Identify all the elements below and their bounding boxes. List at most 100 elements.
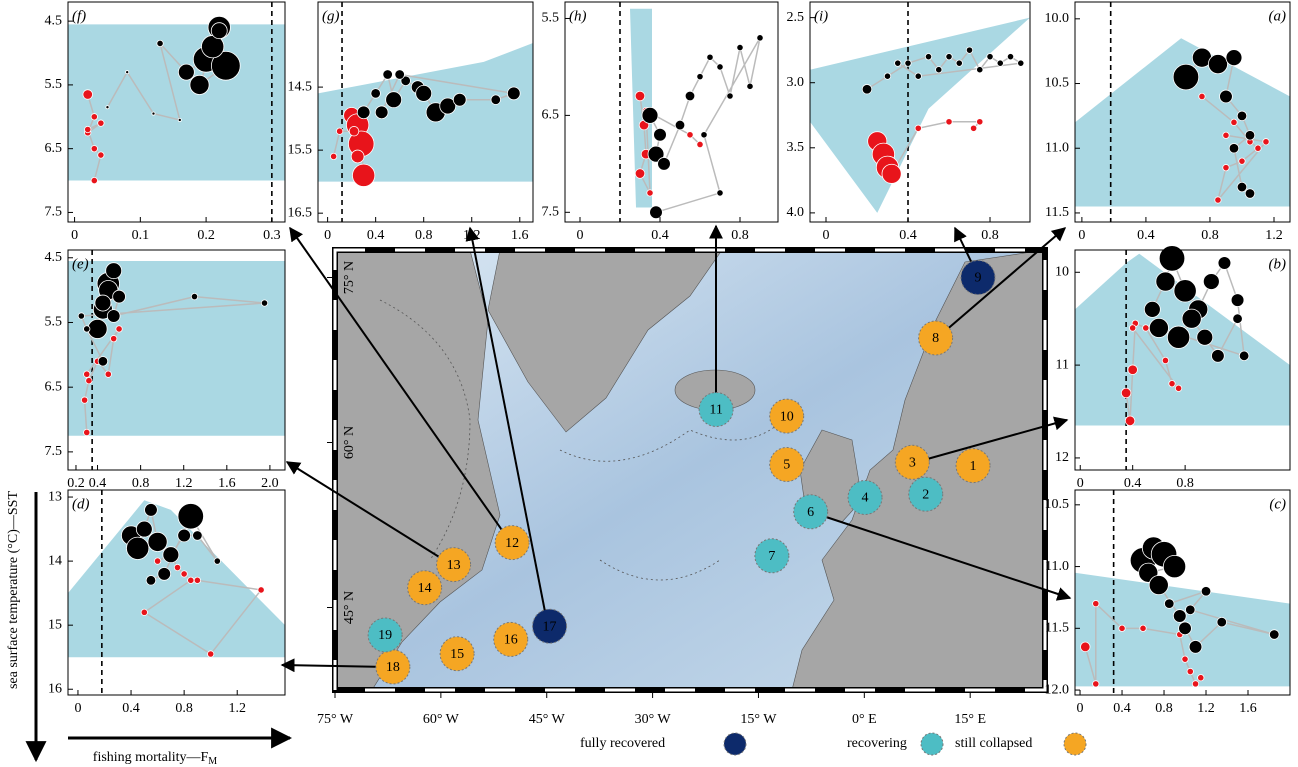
point: [737, 44, 743, 50]
point: [925, 53, 931, 59]
point: [1007, 53, 1013, 59]
y-tick-label: 11.0: [1045, 140, 1069, 155]
point: [383, 70, 393, 80]
stock-number: 18: [386, 660, 400, 675]
point: [1093, 600, 1099, 606]
point: [1164, 599, 1174, 609]
point: [214, 558, 220, 564]
x-tick-label: 0.2: [67, 476, 85, 491]
x-tick-label: 1.2: [1265, 228, 1283, 243]
point: [78, 313, 84, 319]
point: [697, 141, 703, 147]
point: [507, 87, 520, 100]
x-tick-label: 0: [1077, 701, 1084, 716]
x-axis-label-main: fishing mortality—F: [93, 750, 209, 765]
point: [181, 571, 187, 577]
point: [1226, 50, 1242, 66]
point: [105, 371, 111, 377]
point: [84, 371, 90, 377]
point: [207, 651, 213, 657]
stock-number: 3: [909, 456, 916, 471]
x-tick-label: 0.3: [263, 228, 281, 243]
point: [330, 153, 336, 159]
point: [915, 125, 921, 131]
acceptable-region: [68, 500, 285, 657]
y-tick-label: 7.5: [542, 205, 560, 220]
stock-number: 16: [504, 633, 518, 648]
point: [178, 118, 181, 121]
y-tick-label: 2.5: [787, 10, 805, 25]
point: [915, 73, 921, 79]
point: [1223, 164, 1229, 170]
point: [84, 326, 90, 332]
y-tick-label: 10: [1055, 264, 1069, 279]
x-tick-label: 1.6: [1239, 701, 1257, 716]
point: [1231, 294, 1244, 307]
point: [862, 84, 872, 94]
legend-label: fully recovered: [580, 736, 665, 751]
point: [1263, 139, 1269, 145]
point: [987, 53, 993, 59]
point: [261, 300, 267, 306]
point: [136, 521, 152, 537]
panel: 00.40.81.213141516(d): [48, 489, 285, 716]
point: [1218, 257, 1231, 270]
point: [1128, 365, 1138, 375]
x-tick-label: 0.4: [899, 228, 917, 243]
point: [1163, 555, 1185, 577]
point: [757, 35, 763, 41]
point: [174, 564, 180, 570]
x-tick-label: 1.6: [218, 476, 236, 491]
y-tick-label: 10.5: [1045, 76, 1070, 91]
stock-number: 4: [862, 491, 869, 506]
panel-label: (a): [1269, 8, 1287, 24]
point: [936, 66, 942, 72]
point: [157, 40, 163, 46]
point: [1187, 668, 1193, 674]
point: [956, 60, 962, 66]
x-tick-label: 1.6: [511, 228, 529, 243]
point: [1149, 318, 1168, 337]
y-tick-label: 12.0: [1045, 682, 1070, 697]
point: [1245, 130, 1255, 140]
point: [717, 64, 723, 70]
lat-tick-label: 45° N: [342, 591, 357, 624]
point: [375, 106, 388, 119]
point: [946, 119, 952, 125]
point: [685, 91, 695, 101]
point: [1231, 119, 1237, 125]
point: [258, 587, 264, 593]
stock-number: 14: [418, 581, 432, 596]
point: [98, 152, 104, 158]
point: [1203, 274, 1219, 290]
y-tick-label: 7.5: [45, 444, 63, 459]
point: [113, 290, 126, 303]
point: [675, 120, 685, 130]
x-tick-label: 0.8: [132, 476, 150, 491]
point: [1144, 301, 1160, 317]
x-tick-label: 0: [74, 701, 81, 716]
panel-label: (e): [72, 256, 89, 272]
point: [491, 95, 501, 105]
y-tick-label: 3.0: [787, 75, 805, 90]
panel: 00.40.82.53.03.54.0(i): [787, 2, 1031, 243]
point: [1208, 55, 1227, 74]
stock-number: 6: [807, 505, 814, 520]
stock-number: 10: [780, 409, 794, 424]
point: [687, 132, 693, 138]
stock-number: 12: [505, 536, 519, 551]
x-tick-label: 0.4: [651, 228, 669, 243]
y-tick-label: 3.5: [787, 140, 805, 155]
stock-number: 9: [974, 271, 981, 286]
y-axis-label: sea surface temperature (°C)—SST: [6, 491, 21, 689]
legend-swatch: [1064, 733, 1086, 755]
point: [647, 190, 653, 196]
point: [91, 145, 97, 151]
x-tick-label: 0: [71, 228, 78, 243]
point: [1149, 575, 1168, 594]
point: [194, 577, 200, 583]
point: [1121, 388, 1131, 398]
y-tick-label: 4.0: [787, 205, 805, 220]
y-tick-label: 5.5: [45, 315, 63, 330]
